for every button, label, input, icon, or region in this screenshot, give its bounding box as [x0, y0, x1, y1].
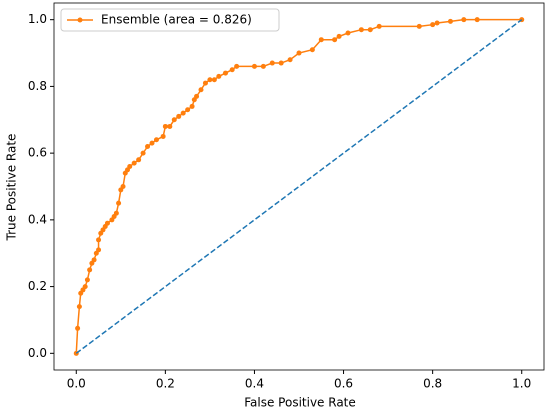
roc-point: [82, 284, 88, 290]
roc-point: [104, 220, 110, 226]
roc-point: [318, 37, 324, 43]
roc-point: [194, 93, 200, 99]
roc-point: [84, 277, 90, 283]
roc-point: [96, 237, 102, 243]
roc-point: [260, 63, 266, 69]
roc-point: [153, 137, 159, 143]
roc-point: [269, 60, 275, 66]
y-tick-label: 0.8: [28, 79, 47, 93]
roc-point: [251, 63, 257, 69]
roc-point: [162, 123, 168, 129]
roc-point: [367, 27, 373, 33]
roc-point: [202, 80, 208, 86]
roc-point: [332, 37, 338, 43]
roc-point: [116, 200, 122, 206]
roc-point: [430, 22, 436, 28]
roc-point: [358, 27, 364, 33]
y-axis-label: True Positive Rate: [5, 134, 19, 242]
roc-point: [198, 87, 204, 93]
roc-point: [229, 67, 235, 73]
x-tick-label: 1.0: [512, 377, 531, 391]
roc-point: [75, 325, 81, 331]
legend-box: [60, 8, 280, 32]
x-tick-label: 0.2: [156, 377, 175, 391]
roc-point: [171, 117, 177, 123]
legend-label: Ensemble (area = 0.826): [101, 13, 252, 27]
roc-point: [234, 63, 240, 69]
plot-frame: [53, 2, 545, 371]
roc-point: [87, 267, 93, 273]
y-tick-label: 1.0: [28, 12, 47, 26]
roc-point: [447, 18, 453, 24]
roc-point: [120, 184, 126, 189]
roc-point: [131, 160, 137, 166]
roc-point: [207, 77, 213, 83]
y-tick-label: 0.0: [28, 346, 47, 360]
roc-point: [185, 107, 191, 113]
roc-point: [180, 110, 186, 116]
roc-point: [345, 30, 351, 36]
x-axis-label: False Positive Rate: [244, 396, 356, 410]
x-tick-label: 0.8: [423, 377, 442, 391]
y-tick-label: 0.6: [28, 146, 47, 160]
roc-point: [376, 23, 382, 29]
roc-point: [216, 73, 222, 79]
roc-point: [416, 23, 422, 29]
x-tick-label: 0.0: [67, 377, 86, 391]
roc-point: [336, 33, 342, 39]
roc-point: [76, 304, 82, 310]
x-tick-label: 0.6: [334, 377, 353, 391]
roc-point: [461, 17, 467, 23]
roc-point: [189, 103, 195, 109]
roc-point: [278, 60, 284, 66]
roc-point: [223, 70, 228, 76]
roc-point: [160, 133, 166, 139]
roc-point: [296, 50, 302, 56]
roc-point: [96, 247, 102, 253]
roc-point: [176, 113, 182, 119]
roc-point: [287, 57, 293, 63]
x-tick-label: 0.4: [245, 377, 264, 391]
roc-point: [140, 150, 146, 156]
roc-point: [149, 140, 155, 146]
roc-point: [127, 163, 133, 169]
roc-point: [136, 157, 142, 163]
legend-marker: [77, 17, 83, 23]
roc-point: [145, 143, 151, 149]
roc-point: [167, 123, 173, 129]
y-tick-label: 0.4: [28, 212, 47, 226]
diagonal-line: [75, 19, 523, 354]
roc-point: [309, 47, 315, 53]
roc-point: [434, 20, 440, 26]
roc-point: [91, 257, 97, 263]
y-tick-label: 0.2: [28, 279, 47, 293]
roc-point: [474, 17, 480, 23]
roc-point: [211, 77, 217, 83]
roc-point: [113, 210, 119, 216]
